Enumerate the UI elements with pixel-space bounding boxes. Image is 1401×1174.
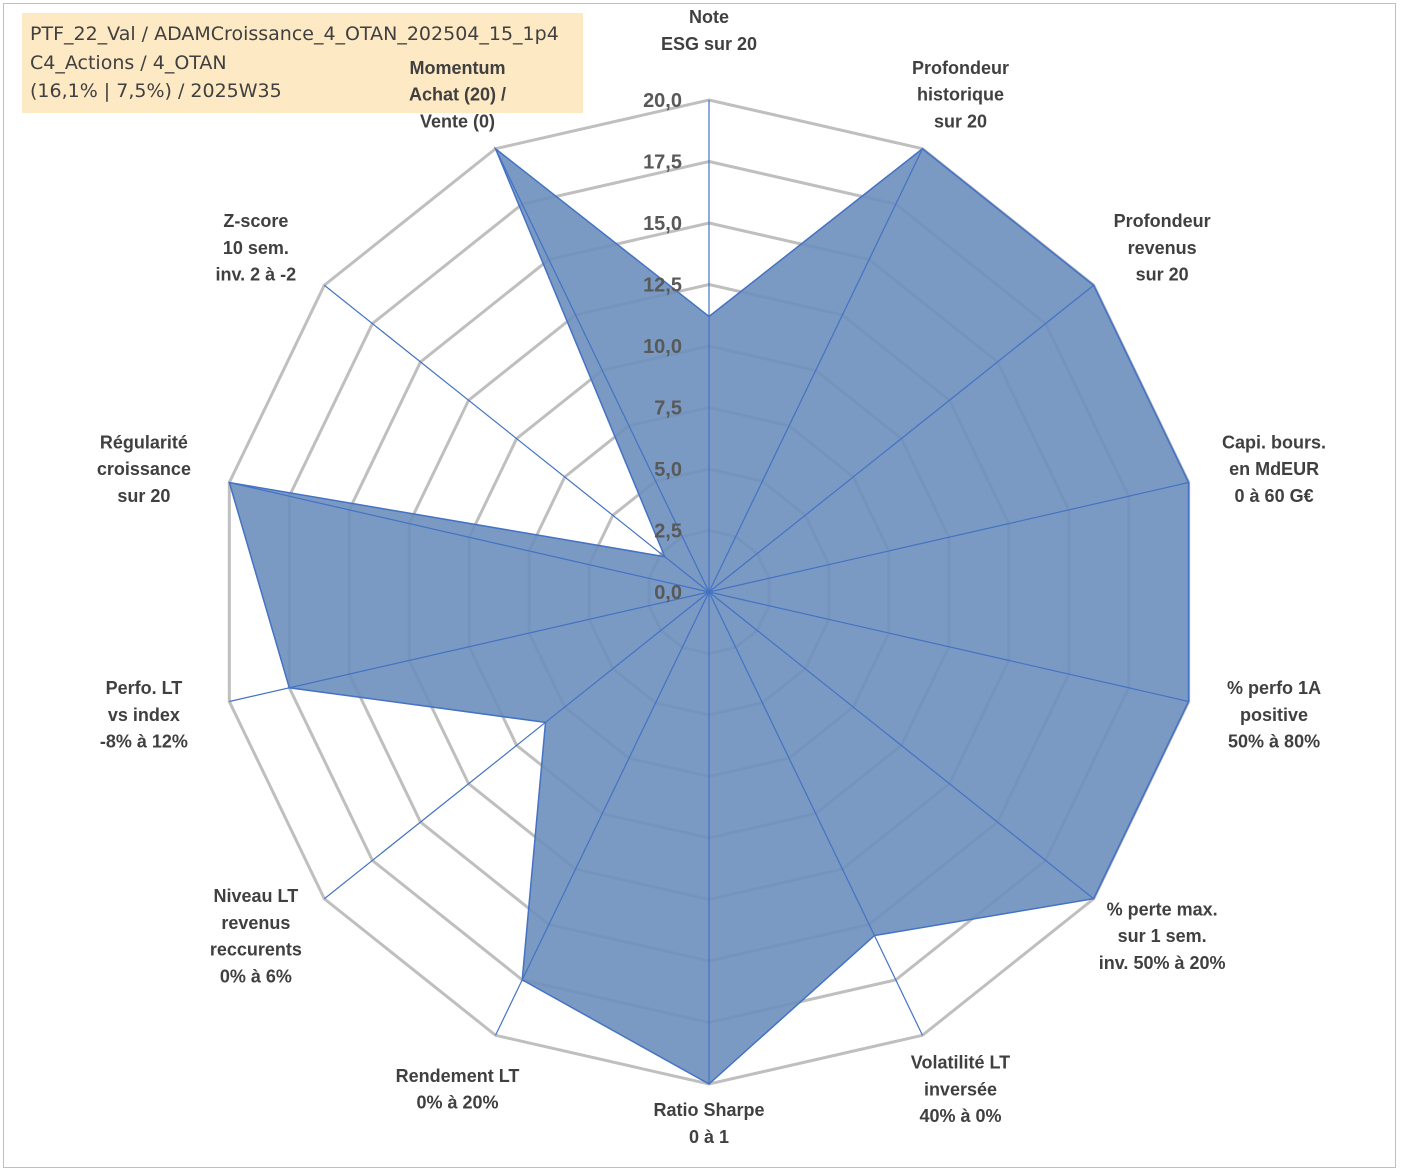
axis-label-line: Achat (20) / <box>409 85 506 105</box>
axis-label-line: Niveau LT <box>214 886 299 906</box>
axis-label-5: % perte max. sur 1 sem. inv. 50% à 20% <box>1099 899 1226 973</box>
chart-title-box: PTF_22_Val / ADAMCroissance_4_OTAN_20250… <box>22 13 583 113</box>
axis-label-line: sur 20 <box>934 111 987 131</box>
axis-label-12: Z-score 10 sem. inv. 2 à -2 <box>215 211 296 285</box>
axis-label-line: sur 1 sem. <box>1118 926 1207 946</box>
axis-spoke-13 <box>494 148 710 593</box>
axis-label-line: Profondeur <box>1114 211 1211 231</box>
axis-label-line: 40% à 0% <box>919 1106 1001 1126</box>
axis-label-line: Profondeur <box>912 58 1009 78</box>
axis-spoke-2 <box>708 284 1095 593</box>
axis-label-line: 0% à 20% <box>416 1093 498 1113</box>
tick-label: 12,5 <box>643 275 682 297</box>
axis-label-line: 0% à 6% <box>220 966 292 986</box>
axis-spoke-1 <box>708 148 924 593</box>
axis-label-line: positive <box>1240 705 1308 725</box>
axis-label-3: Capi. bours. en MdEUR 0 à 60 G€ <box>1222 432 1326 506</box>
tick-layer: 0,0 2,5 5,0 7,5 10,0 12,5 15,0 17,5 20,0 <box>643 90 682 604</box>
tick-label: 17,5 <box>643 152 682 174</box>
axis-label-line: Perfo. LT <box>106 678 183 698</box>
tick-label: 10,0 <box>643 336 682 358</box>
axis-label-line: Régularité <box>100 432 188 452</box>
axis-label-line: 0 à 60 G€ <box>1235 486 1314 506</box>
axis-spoke-8 <box>494 591 710 1036</box>
tick-label: 0,0 <box>654 582 682 604</box>
axis-label-8: Rendement LT 0% à 20% <box>396 1066 520 1113</box>
axis-label-line: Note <box>689 7 729 27</box>
axis-label-line: 10 sem. <box>223 238 289 258</box>
axis-label-2: Profondeur revenus sur 20 <box>1114 211 1211 285</box>
axis-label-line: reccurents <box>210 940 302 960</box>
axis-label-line: Z-score <box>223 211 288 231</box>
axis-spoke-4 <box>708 591 1189 703</box>
axis-label-line: inv. 50% à 20% <box>1099 953 1226 973</box>
axis-label-line: Momentum <box>410 58 506 78</box>
axis-label-11: Régularité croissance sur 20 <box>97 432 191 506</box>
title-line-3: (16,1% | 7,5%) / 2025W35 <box>30 80 282 102</box>
axis-label-line: Rendement LT <box>396 1066 520 1086</box>
axis-spoke-12 <box>323 284 710 593</box>
axis-spoke-5 <box>708 591 1095 900</box>
axis-spoke-10 <box>229 591 710 703</box>
axis-label-10: Perfo. LT vs index -8% à 12% <box>100 678 188 752</box>
axis-spoke-3 <box>708 481 1189 593</box>
axis-label-line: sur 20 <box>1136 265 1189 285</box>
axis-label-line: 50% à 80% <box>1228 732 1320 752</box>
spoke-layer <box>229 100 1189 1084</box>
axis-label-line: en MdEUR <box>1229 459 1319 479</box>
axis-spoke-6 <box>708 591 924 1036</box>
axis-label-1: Profondeur historique sur 20 <box>912 58 1009 132</box>
tick-label: 2,5 <box>654 521 682 543</box>
axis-label-line: inversée <box>924 1079 997 1099</box>
axis-label-7: Ratio Sharpe 0 à 1 <box>653 1100 764 1147</box>
axis-label-line: Volatilité LT <box>911 1053 1010 1073</box>
axis-spoke-9 <box>323 591 710 900</box>
axis-label-line: ESG sur 20 <box>661 34 757 54</box>
axis-label-line: 0 à 1 <box>689 1127 729 1147</box>
title-line-1: PTF_22_Val / ADAMCroissance_4_OTAN_20250… <box>30 23 559 45</box>
axis-label-line: Vente (0) <box>420 111 495 131</box>
axis-label-line: % perte max. <box>1107 899 1218 919</box>
axis-label-9: Niveau LT revenus reccurents 0% à 6% <box>210 886 302 986</box>
axis-label-line: revenus <box>1128 238 1197 258</box>
title-line-2: C4_Actions / 4_OTAN <box>30 51 227 74</box>
axis-label-layer: Note ESG sur 20 Profondeur historique sur 20… <box>97 7 1326 1147</box>
tick-label: 5,0 <box>654 459 682 481</box>
tick-label: 20,0 <box>643 90 682 112</box>
axis-label-line: vs index <box>108 705 180 725</box>
axis-label-line: % perfo 1A <box>1227 678 1321 698</box>
axis-spoke-11 <box>229 481 710 593</box>
axis-label-line: Capi. bours. <box>1222 432 1326 452</box>
axis-label-6: Volatilité LT inversée 40% à 0% <box>911 1053 1010 1127</box>
axis-label-0: Note ESG sur 20 <box>661 7 757 54</box>
axis-label-line: inv. 2 à -2 <box>215 265 296 285</box>
axis-label-line: historique <box>917 85 1004 105</box>
axis-label-line: -8% à 12% <box>100 732 188 752</box>
axis-label-13: Momentum Achat (20) / Vente (0) <box>409 58 506 132</box>
axis-label-line: revenus <box>221 913 290 933</box>
tick-label: 7,5 <box>654 398 682 420</box>
axis-label-line: Ratio Sharpe <box>653 1100 764 1120</box>
axis-label-line: sur 20 <box>117 486 170 506</box>
axis-label-4: % perfo 1A positive 50% à 80% <box>1227 678 1321 752</box>
tick-label: 15,0 <box>643 213 682 235</box>
axis-label-line: croissance <box>97 459 191 479</box>
